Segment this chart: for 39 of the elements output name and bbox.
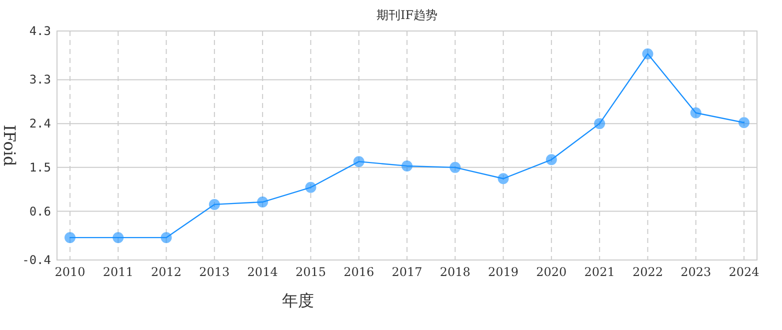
x-tick-label: 2021: [584, 265, 615, 279]
point: [257, 196, 268, 208]
x-tick-label: 2014: [247, 265, 278, 279]
y-tick-label: 1.5: [29, 160, 51, 174]
x-tick-label: 2022: [632, 265, 663, 279]
point: [208, 198, 220, 210]
point: [402, 160, 412, 172]
point: [353, 156, 364, 168]
x-tick-label: 2012: [151, 265, 182, 279]
x-tick-label: 2016: [344, 265, 374, 279]
point: [642, 48, 654, 60]
x-tick-label: 2020: [536, 265, 567, 279]
point: [738, 117, 750, 128]
y-tick-label: 3.3: [29, 72, 51, 87]
point: [160, 232, 172, 244]
y-tick-label: 0.6: [29, 204, 51, 218]
chart-title: 期刊IF趋势: [376, 8, 438, 22]
y-tick-label: -0.4: [22, 253, 51, 267]
y-tick-label: 4.3: [29, 24, 51, 38]
x-tick-label: 2013: [199, 265, 230, 279]
point: [594, 118, 606, 130]
point: [498, 173, 509, 184]
x-tick-label: 2017: [392, 265, 422, 279]
point: [690, 107, 702, 118]
point: [546, 154, 557, 166]
point: [64, 232, 76, 244]
x-tick-label: 2018: [440, 265, 470, 279]
x-tick-label: 2023: [680, 265, 712, 279]
x-tick-label: 2011: [102, 265, 134, 279]
point: [450, 162, 461, 173]
x-tick-label: 2010: [54, 265, 86, 279]
x-tick-label: 2019: [488, 265, 519, 279]
x-tick-label: 2015: [295, 265, 326, 279]
x-tick-label: 2024: [728, 265, 760, 279]
point: [305, 182, 316, 193]
point: [112, 232, 124, 244]
y-axis-title: IFoid: [0, 124, 19, 166]
x-axis-title: 年度: [282, 291, 314, 310]
y-tick-label: 2.4: [29, 116, 51, 131]
